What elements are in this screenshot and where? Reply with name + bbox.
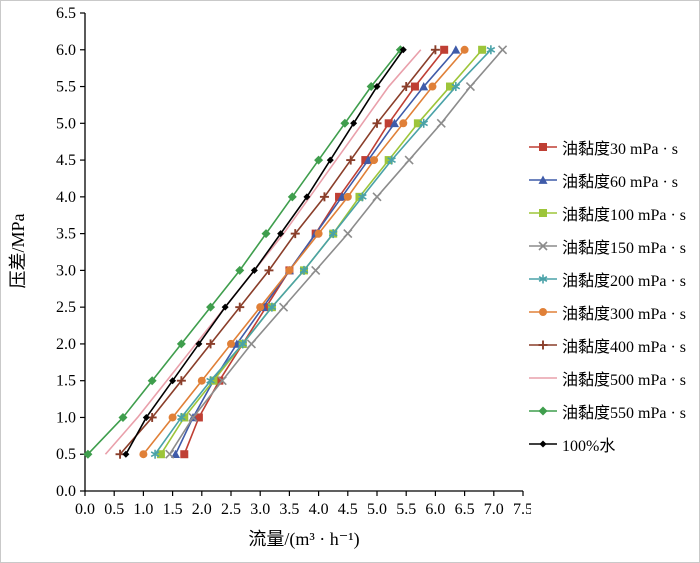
legend-item-label: 油黏度150 mPa · s	[562, 240, 687, 257]
x-tick-label: 0.0	[75, 501, 95, 518]
x-tick-label: 1.5	[163, 501, 183, 518]
legend-marker-icon	[529, 175, 557, 184]
y-tick-label: 0.5	[56, 446, 76, 463]
legend-marker-icon	[529, 340, 557, 350]
x-tick-label: 7.5	[513, 501, 531, 518]
y-tick-label: 4.0	[56, 189, 76, 206]
legend-item: 油黏度150 mPa · s	[529, 234, 699, 258]
x-tick-label: 6.0	[425, 501, 445, 518]
legend-item: 油黏度100 mPa · s	[529, 201, 699, 225]
x-tick-label: 2.5	[221, 501, 241, 518]
legend-item: 油黏度30 mPa · s	[529, 135, 699, 159]
legend-item-label: 油黏度30 mPa · s	[562, 141, 679, 158]
legend-item-label: 油黏度200 mPa · s	[562, 273, 687, 290]
y-tick-label: 5.0	[56, 115, 76, 132]
x-tick-label: 4.0	[309, 501, 329, 518]
x-tick-label: 5.5	[396, 501, 416, 518]
x-tick-label: 2.0	[192, 501, 212, 518]
legend-marker-icon	[529, 377, 557, 379]
legend-item-label: 油黏度100 mPa · s	[562, 207, 687, 224]
legend-marker-icon	[529, 440, 557, 448]
legend-marker-icon	[529, 308, 557, 316]
x-tick-label: 3.0	[250, 501, 270, 518]
series-3	[165, 45, 508, 459]
legend: 油黏度30 mPa · s 油黏度60 mPa · s 油黏度100 mPa · s…	[529, 1, 699, 562]
legend-item: 油黏度550 mPa · s	[529, 399, 699, 423]
y-tick-label: 0.0	[56, 483, 76, 500]
x-tick-label: 1.0	[133, 501, 153, 518]
x-tick-label: 4.5	[338, 501, 358, 518]
x-tick-label: 3.5	[279, 501, 299, 518]
y-tick-label: 3.5	[56, 226, 76, 243]
legend-item-label: 油黏度60 mPa · s	[562, 174, 679, 191]
x-tick-label: 5.0	[367, 501, 387, 518]
y-tick-label: 1.5	[56, 373, 76, 390]
y-tick-label: 6.5	[56, 5, 76, 22]
legend-item: 油黏度400 mPa · s	[529, 333, 699, 357]
legend-item-label: 油黏度400 mPa · s	[562, 339, 687, 356]
chart-svg: 0.0 0.5 1.0 1.5 2.0 2.5 3.0 3.5 4.0 4.5 5.0 5.5 6.0 6…	[56, 5, 531, 518]
series-line	[125, 49, 404, 455]
series-6	[115, 45, 440, 459]
series-line	[142, 49, 466, 455]
series-8	[83, 45, 405, 459]
legend-item: 油黏度200 mPa · s	[529, 267, 699, 291]
legend-item-label: 油黏度300 mPa · s	[562, 306, 687, 323]
legend-item: 100%水	[529, 432, 699, 456]
y-tick-label: 2.5	[56, 299, 76, 316]
legend-marker-icon	[529, 143, 557, 151]
y-tick-label: 3.0	[56, 262, 76, 279]
legend-marker-icon	[529, 209, 557, 217]
legend-item: 油黏度60 mPa · s	[529, 168, 699, 192]
series-7	[104, 49, 422, 455]
y-tick-label: 2.0	[56, 336, 76, 353]
series-line	[119, 49, 437, 455]
x-tick-label: 0.5	[104, 501, 124, 518]
series-9	[122, 46, 407, 458]
y-tick-label: 5.5	[56, 79, 76, 96]
legend-item-label: 油黏度500 mPa · s	[562, 372, 687, 389]
series-line	[87, 49, 401, 455]
y-tick-label: 6.0	[56, 42, 76, 59]
legend-marker-icon	[529, 274, 557, 284]
series-line	[154, 49, 492, 455]
legend-item: 油黏度500 mPa · s	[529, 366, 699, 390]
legend-item-label: 油黏度550 mPa · s	[562, 405, 687, 422]
series-5	[139, 45, 469, 459]
legend-marker-icon	[529, 406, 557, 416]
x-axis-title: 流量/(m³ · h⁻¹)	[248, 529, 360, 549]
series-line	[174, 49, 457, 455]
legend-item-label: 100%水	[562, 438, 616, 455]
series-line	[104, 49, 422, 455]
y-tick-label: 1.0	[56, 409, 76, 426]
y-tick-label: 4.5	[56, 152, 76, 169]
x-tick-label: 6.5	[455, 501, 475, 518]
series-4	[150, 45, 496, 459]
x-tick-label: 7.0	[484, 501, 504, 518]
legend-item: 油黏度300 mPa · s	[529, 300, 699, 324]
series-line	[169, 49, 504, 455]
y-axis-title: 压差/MPa	[8, 213, 28, 289]
legend-marker-icon	[529, 241, 557, 251]
